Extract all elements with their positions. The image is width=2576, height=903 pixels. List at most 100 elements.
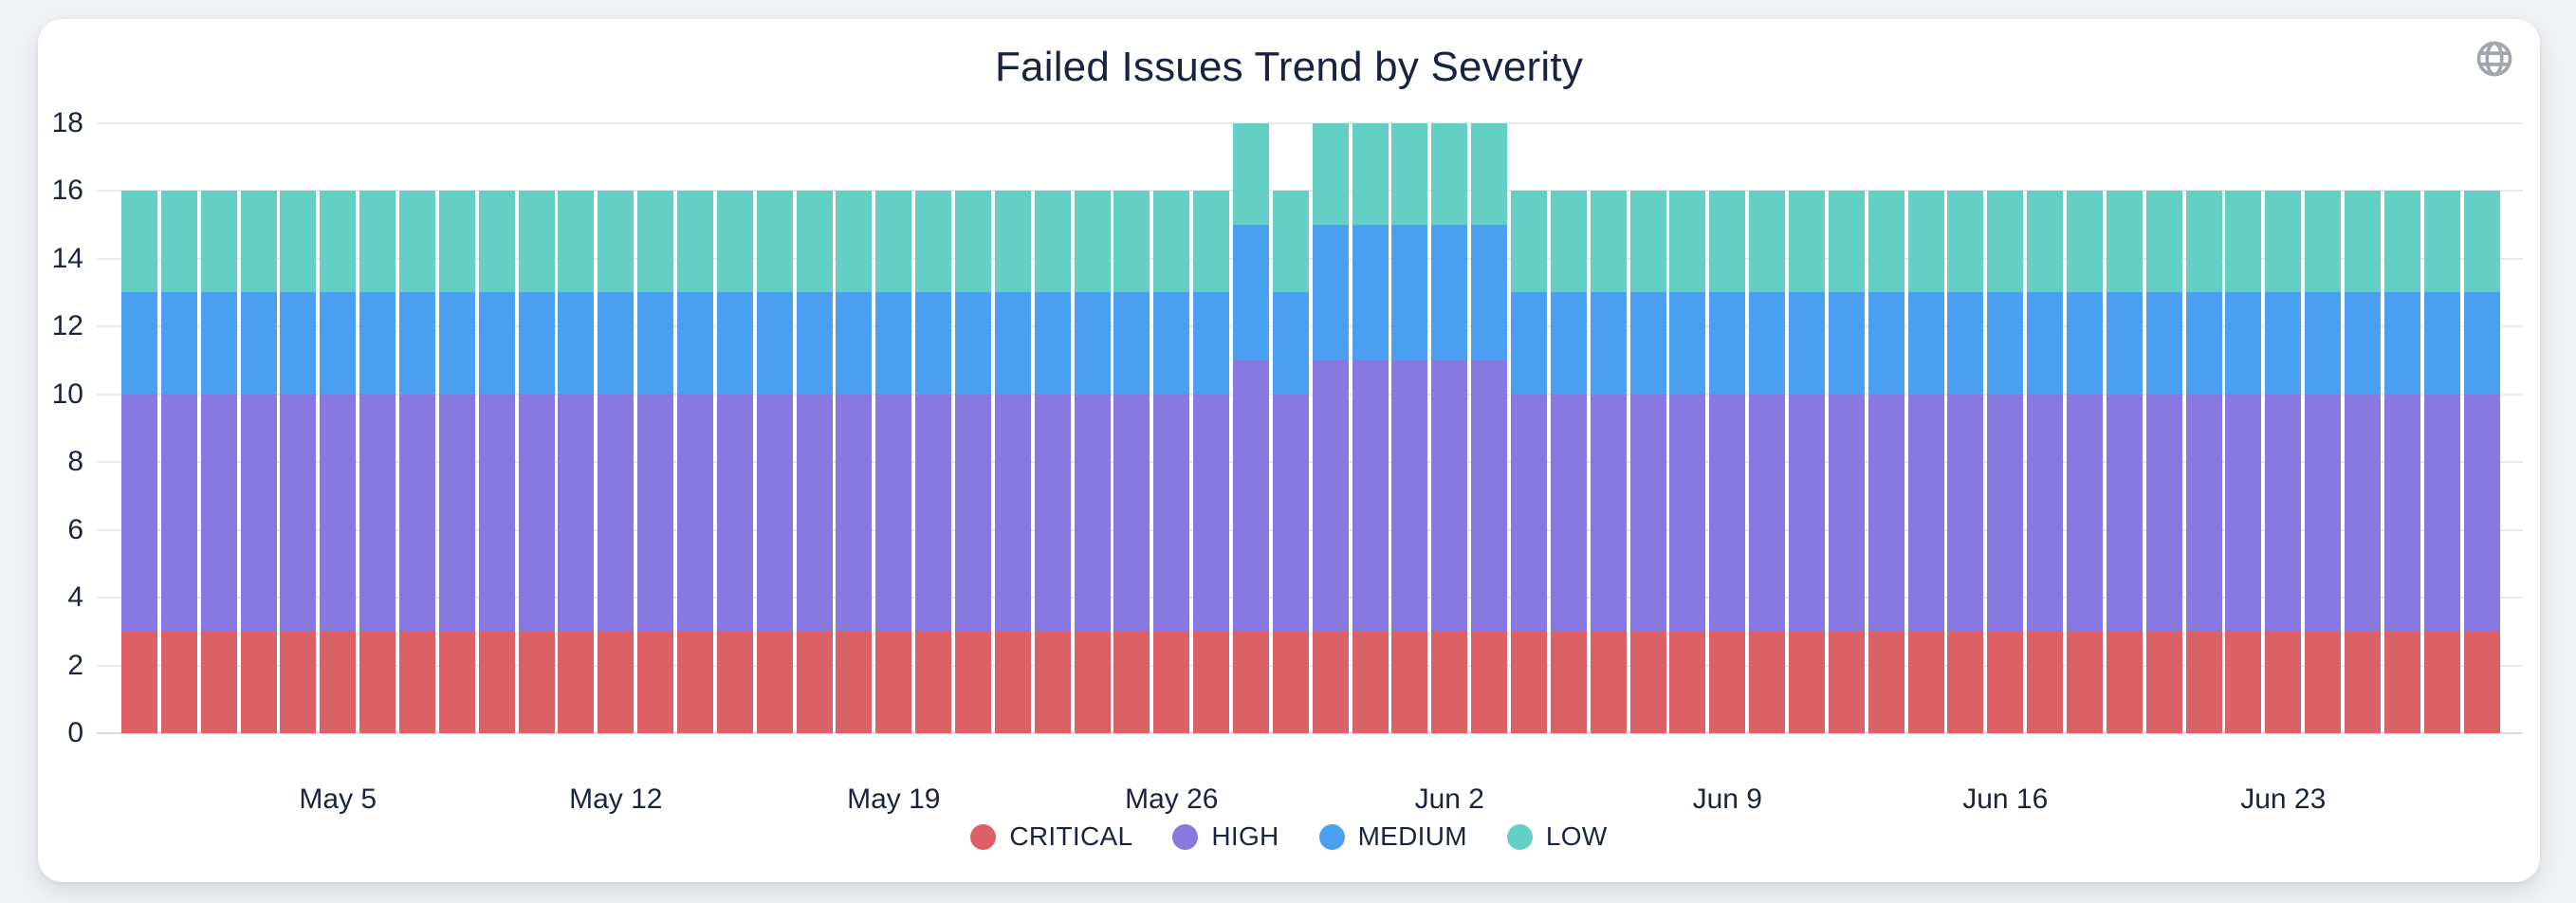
bar-segment-critical[interactable] bbox=[2145, 631, 2182, 733]
bar-segment-critical[interactable] bbox=[756, 631, 793, 733]
bar-segment-high[interactable] bbox=[1987, 394, 2024, 632]
bar-segment-high[interactable] bbox=[320, 394, 357, 632]
bar-segment-critical[interactable] bbox=[1669, 631, 1706, 733]
bar-segment-critical[interactable] bbox=[558, 631, 595, 733]
bar-segment-high[interactable] bbox=[121, 394, 157, 632]
bar-segment-critical[interactable] bbox=[320, 631, 357, 733]
bar-segment-low[interactable] bbox=[836, 191, 873, 293]
bar-segment-medium[interactable] bbox=[518, 292, 555, 395]
bar-segment-medium[interactable] bbox=[1788, 292, 1825, 395]
bar-segment-high[interactable] bbox=[160, 394, 197, 632]
bar-segment-medium[interactable] bbox=[2463, 292, 2500, 395]
bar-segment-critical[interactable] bbox=[954, 631, 991, 733]
bar-segment-medium[interactable] bbox=[1391, 224, 1428, 360]
bar-segment-low[interactable] bbox=[1272, 191, 1309, 293]
bar-segment-high[interactable] bbox=[558, 394, 595, 632]
bar-segment-low[interactable] bbox=[2423, 191, 2460, 293]
bar-segment-critical[interactable] bbox=[1749, 631, 1786, 733]
bar-segment-high[interactable] bbox=[200, 394, 237, 632]
bar-segment-low[interactable] bbox=[558, 191, 595, 293]
bar-segment-critical[interactable] bbox=[1510, 631, 1547, 733]
bar-segment-medium[interactable] bbox=[1590, 292, 1627, 395]
bar-segment-low[interactable] bbox=[1709, 191, 1746, 293]
bar-segment-medium[interactable] bbox=[1868, 292, 1904, 395]
bar-segment-critical[interactable] bbox=[1947, 631, 1984, 733]
bar-segment-high[interactable] bbox=[2305, 394, 2342, 632]
bar-segment-high[interactable] bbox=[240, 394, 277, 632]
bar-segment-critical[interactable] bbox=[637, 631, 674, 733]
bar-segment-critical[interactable] bbox=[1113, 631, 1150, 733]
bar-segment-high[interactable] bbox=[2027, 394, 2064, 632]
bar-segment-medium[interactable] bbox=[160, 292, 197, 395]
bar-segment-high[interactable] bbox=[2185, 394, 2222, 632]
bar-segment-high[interactable] bbox=[1510, 394, 1547, 632]
bar-segment-low[interactable] bbox=[1352, 122, 1389, 225]
bar-segment-critical[interactable] bbox=[1272, 631, 1309, 733]
bar-segment-medium[interactable] bbox=[875, 292, 912, 395]
bar-segment-low[interactable] bbox=[1947, 191, 1984, 293]
bar-segment-critical[interactable] bbox=[1034, 631, 1071, 733]
bar-segment-critical[interactable] bbox=[836, 631, 873, 733]
bar-segment-medium[interactable] bbox=[280, 292, 317, 395]
bar-segment-medium[interactable] bbox=[398, 292, 435, 395]
bar-segment-critical[interactable] bbox=[875, 631, 912, 733]
bar-segment-low[interactable] bbox=[1590, 191, 1627, 293]
bar-segment-high[interactable] bbox=[2265, 394, 2302, 632]
bar-segment-critical[interactable] bbox=[1788, 631, 1825, 733]
bar-segment-high[interactable] bbox=[1669, 394, 1706, 632]
bar-segment-low[interactable] bbox=[478, 191, 515, 293]
bar-segment-high[interactable] bbox=[598, 394, 635, 632]
bar-segment-low[interactable] bbox=[2265, 191, 2302, 293]
bar-segment-low[interactable] bbox=[637, 191, 674, 293]
bar-segment-critical[interactable] bbox=[676, 631, 713, 733]
bar-segment-low[interactable] bbox=[2344, 191, 2381, 293]
bar-segment-medium[interactable] bbox=[1431, 224, 1468, 360]
bar-segment-medium[interactable] bbox=[1669, 292, 1706, 395]
bar-segment-critical[interactable] bbox=[1828, 631, 1865, 733]
bar-segment-low[interactable] bbox=[240, 191, 277, 293]
bar-segment-low[interactable] bbox=[1074, 191, 1111, 293]
bar-segment-medium[interactable] bbox=[994, 292, 1031, 395]
bar-segment-low[interactable] bbox=[200, 191, 237, 293]
bar-segment-low[interactable] bbox=[598, 191, 635, 293]
bar-segment-medium[interactable] bbox=[2106, 292, 2143, 395]
bar-segment-high[interactable] bbox=[1193, 394, 1230, 632]
bar-segment-critical[interactable] bbox=[2066, 631, 2103, 733]
bar-segment-medium[interactable] bbox=[1193, 292, 1230, 395]
bar-segment-high[interactable] bbox=[1828, 394, 1865, 632]
bar-segment-medium[interactable] bbox=[1272, 292, 1309, 395]
bar-segment-high[interactable] bbox=[1947, 394, 1984, 632]
bar-segment-high[interactable] bbox=[1113, 394, 1150, 632]
bar-segment-high[interactable] bbox=[280, 394, 317, 632]
bar-segment-low[interactable] bbox=[518, 191, 555, 293]
bar-segment-low[interactable] bbox=[2106, 191, 2143, 293]
bar-segment-critical[interactable] bbox=[2225, 631, 2262, 733]
bar-segment-high[interactable] bbox=[398, 394, 435, 632]
bar-segment-medium[interactable] bbox=[2383, 292, 2420, 395]
bar-segment-medium[interactable] bbox=[2265, 292, 2302, 395]
bar-segment-low[interactable] bbox=[1907, 191, 1944, 293]
bar-segment-low[interactable] bbox=[1828, 191, 1865, 293]
bar-segment-medium[interactable] bbox=[2305, 292, 2342, 395]
bar-segment-critical[interactable] bbox=[359, 631, 396, 733]
bar-segment-low[interactable] bbox=[1510, 191, 1547, 293]
bar-segment-low[interactable] bbox=[121, 191, 157, 293]
bar-segment-low[interactable] bbox=[676, 191, 713, 293]
bar-segment-low[interactable] bbox=[2066, 191, 2103, 293]
bar-segment-high[interactable] bbox=[836, 394, 873, 632]
bar-segment-medium[interactable] bbox=[598, 292, 635, 395]
legend-item-high[interactable]: HIGH bbox=[1172, 821, 1279, 852]
bar-segment-medium[interactable] bbox=[1709, 292, 1746, 395]
bar-segment-high[interactable] bbox=[438, 394, 475, 632]
bar-segment-critical[interactable] bbox=[1550, 631, 1587, 733]
bar-segment-critical[interactable] bbox=[1431, 631, 1468, 733]
bar-segment-low[interactable] bbox=[1391, 122, 1428, 225]
bar-segment-critical[interactable] bbox=[716, 631, 753, 733]
bar-segment-critical[interactable] bbox=[2106, 631, 2143, 733]
bar-segment-critical[interactable] bbox=[1868, 631, 1904, 733]
bar-segment-low[interactable] bbox=[280, 191, 317, 293]
bar-segment-critical[interactable] bbox=[518, 631, 555, 733]
bar-segment-low[interactable] bbox=[359, 191, 396, 293]
bar-segment-critical[interactable] bbox=[2463, 631, 2500, 733]
bar-segment-medium[interactable] bbox=[1947, 292, 1984, 395]
